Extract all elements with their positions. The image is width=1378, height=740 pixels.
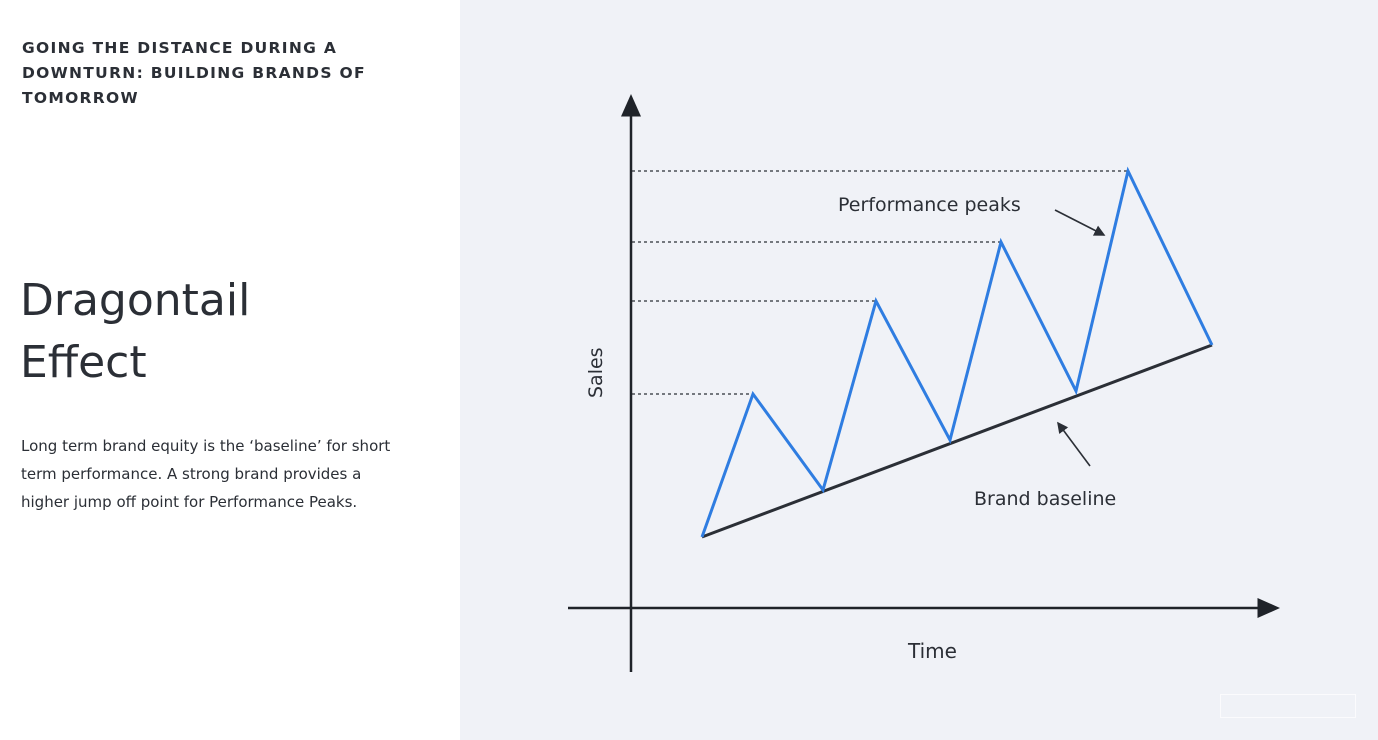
left-panel: GOING THE DISTANCE DURING A DOWNTURN: BU… xyxy=(0,0,460,740)
watermark xyxy=(1220,694,1356,718)
slide-body-text: Long term brand equity is the ‘baseline’… xyxy=(21,437,391,511)
x-axis-label: Time xyxy=(907,639,957,663)
peaks-label: Performance peaks xyxy=(838,194,1021,216)
diagram-panel xyxy=(460,0,1378,740)
eyebrow-heading: GOING THE DISTANCE DURING A DOWNTURN: BU… xyxy=(22,39,366,107)
brand-baseline-line xyxy=(701,343,1213,539)
slide-title: Dragontail Effect xyxy=(20,270,440,394)
peak-guide-lines xyxy=(632,170,1128,395)
performance-line xyxy=(700,166,1214,538)
peaks-pointer-arrow xyxy=(1054,209,1106,236)
baseline-label: Brand baseline xyxy=(974,488,1116,510)
slide-title-line-1: Dragontail xyxy=(20,275,251,326)
baseline-pointer-arrow xyxy=(1057,421,1091,467)
dragontail-diagram: Performance peaks Brand baseline Time Sa… xyxy=(568,94,1280,672)
slide-title-line-2: Effect xyxy=(20,337,147,388)
y-axis-label: Sales xyxy=(585,347,607,398)
